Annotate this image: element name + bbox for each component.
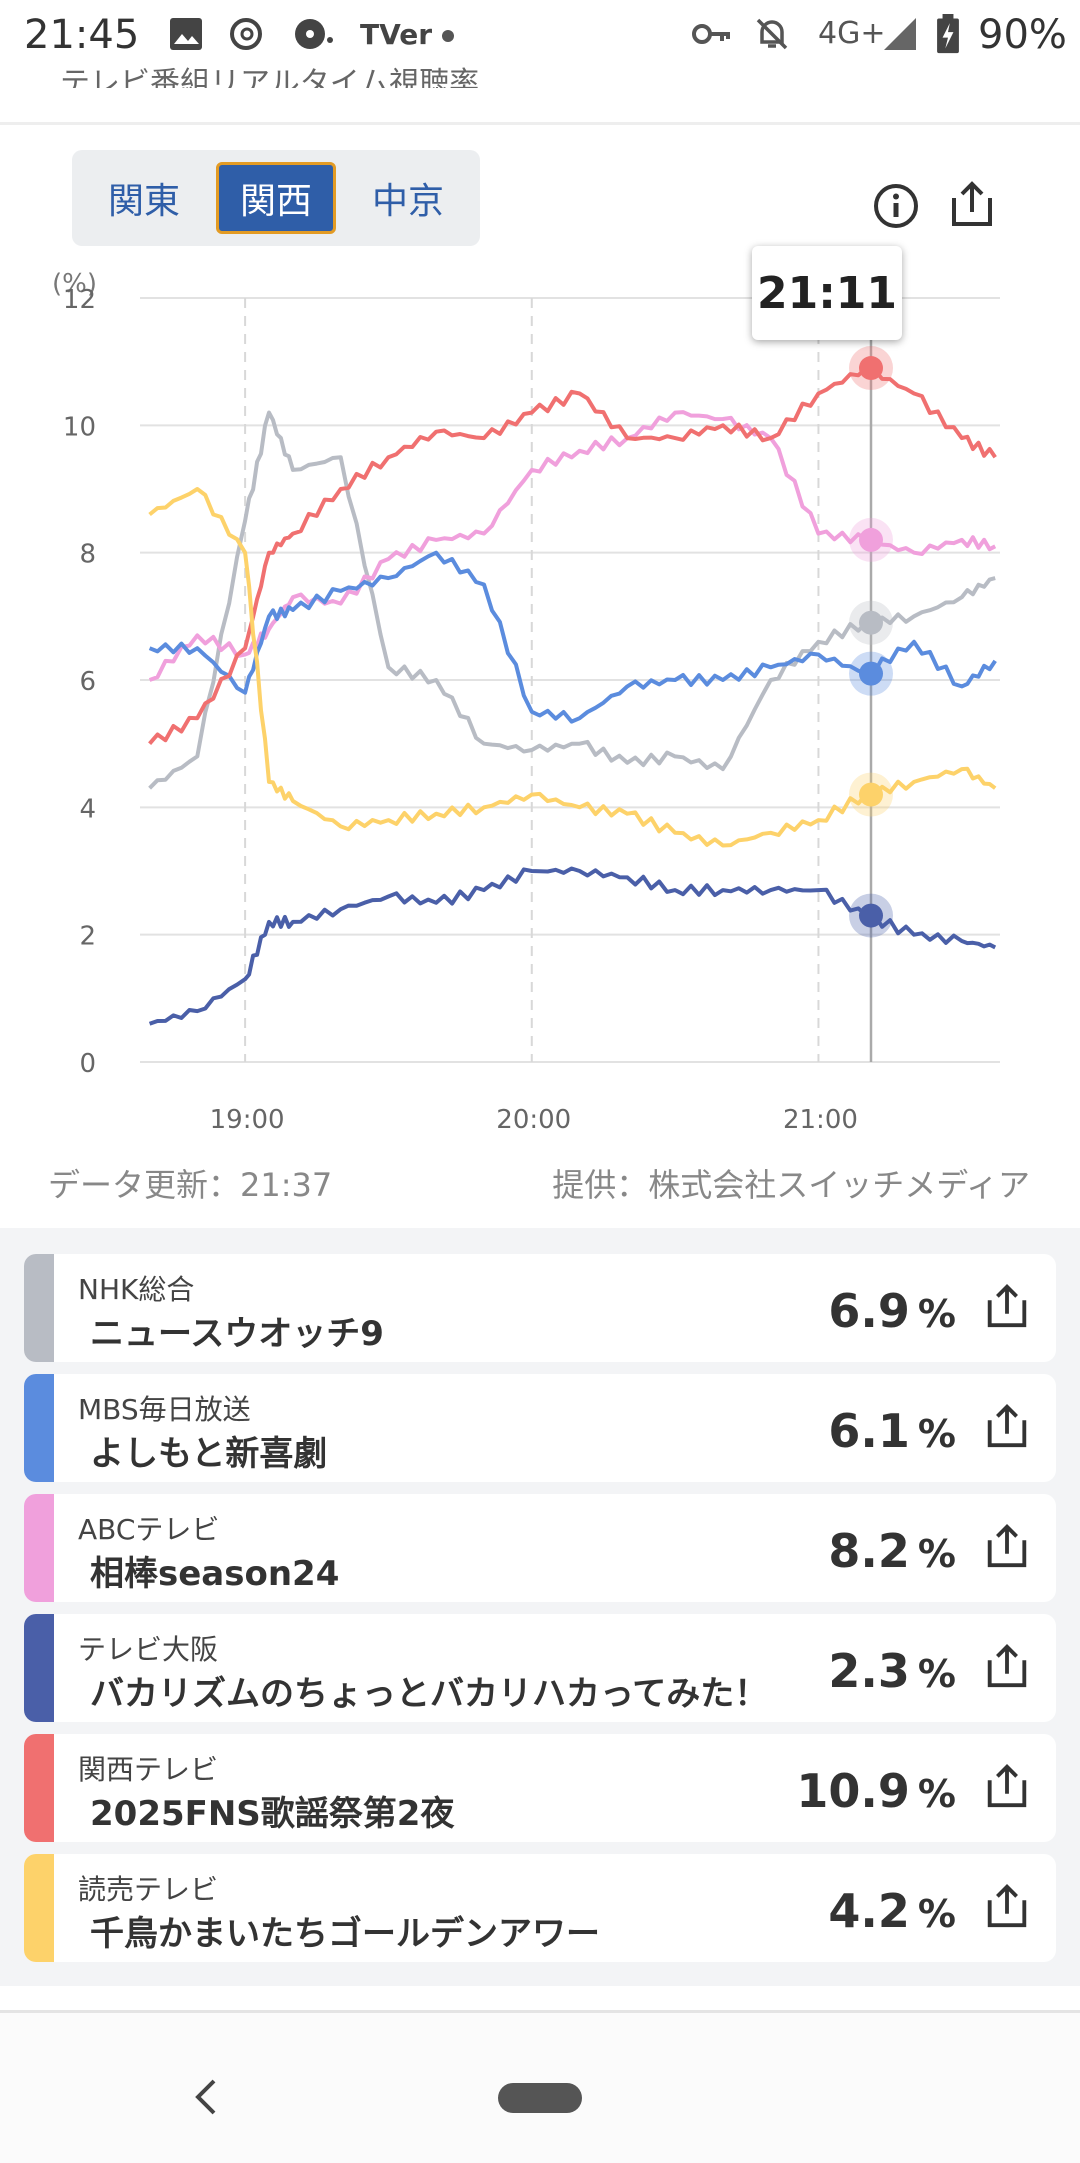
y-tick-label: 4 — [79, 794, 96, 824]
cast-icon — [295, 19, 333, 49]
color-bar — [24, 1254, 54, 1362]
ratings-chart: (%) 0 2 4 6 8 10 12 19:00 20:00 21:00 — [52, 269, 1000, 1135]
data-provider: 提供：株式会社スイッチメディア — [552, 1166, 1030, 1204]
status-time: 21:45 — [24, 12, 140, 58]
y-tick-label: 0 — [79, 1049, 96, 1079]
program-title: 相棒season24 — [90, 1554, 340, 1594]
share-icon[interactable] — [982, 1520, 1032, 1572]
rating-value: 4.2% — [828, 1884, 956, 1938]
series-line — [148, 410, 997, 682]
station-name: テレビ大阪 — [78, 1633, 219, 1666]
image-icon — [170, 18, 202, 50]
cursor-marker — [859, 356, 883, 381]
share-icon[interactable] — [982, 1760, 1032, 1812]
y-tick-label: 10 — [63, 412, 96, 442]
x-tick-label: 19:00 — [210, 1105, 285, 1135]
color-bar — [24, 1854, 54, 1962]
program-title: ニュースウオッチ9 — [90, 1314, 384, 1354]
y-tick-label: 12 — [63, 285, 96, 315]
cursor-marker — [859, 661, 883, 686]
program-card[interactable]: ABCテレビ 相棒season24 8.2% — [24, 1494, 1056, 1602]
series-line — [148, 410, 996, 790]
color-bar — [24, 1494, 54, 1602]
chart-tooltip: 21:11 — [752, 246, 902, 340]
tver-icon: TVer — [360, 18, 433, 51]
share-icon[interactable] — [982, 1640, 1032, 1692]
station-name: 関西テレビ — [78, 1753, 219, 1786]
dot-icon — [442, 30, 454, 42]
program-title: 2025FNS歌謡祭第2夜 — [90, 1794, 455, 1834]
share-icon[interactable] — [946, 178, 998, 230]
program-card[interactable]: 関西テレビ 2025FNS歌謡祭第2夜 10.9% — [24, 1734, 1056, 1842]
y-tick-label: 2 — [79, 922, 96, 952]
threads-icon — [230, 18, 262, 50]
battery-percent: 90% — [978, 12, 1067, 58]
program-title: よしもと新喜劇 — [90, 1434, 328, 1474]
region-tabs: 関東 関西 中京 — [72, 150, 480, 246]
signal-icon — [884, 18, 916, 50]
y-tick-label: 8 — [79, 540, 96, 570]
key-icon — [692, 24, 730, 44]
color-bar — [24, 1734, 54, 1842]
series-line — [148, 866, 997, 1026]
rating-value: 10.9% — [796, 1764, 956, 1818]
cursor-marker — [859, 782, 883, 807]
share-icon[interactable] — [982, 1280, 1032, 1332]
divider — [0, 122, 1080, 125]
series-line — [148, 550, 997, 724]
tab-kansai[interactable]: 関西 — [216, 162, 336, 234]
series-line — [148, 366, 997, 746]
y-axis-label: (%) — [52, 269, 97, 299]
x-tick-label: 20:00 — [496, 1105, 571, 1135]
rating-value: 2.3% — [828, 1644, 956, 1698]
tab-kanto[interactable]: 関東 — [107, 181, 180, 222]
system-nav-bar — [0, 2010, 1080, 2163]
cursor-marker — [859, 610, 883, 635]
bell-off-icon — [756, 18, 788, 50]
share-icon[interactable] — [982, 1880, 1032, 1932]
program-list: NHK総合 ニュースウオッチ9 6.9% MBS毎日放送 よしもと新喜劇 6.1… — [0, 1228, 1080, 1986]
color-bar — [24, 1374, 54, 1482]
station-name: 読売テレビ — [78, 1873, 219, 1906]
network-type: 4G+ — [818, 16, 886, 51]
share-icon[interactable] — [982, 1400, 1032, 1452]
program-title: 千鳥かまいたちゴールデンアワー — [90, 1914, 600, 1954]
station-name: NHK総合 — [78, 1273, 195, 1306]
program-card[interactable]: NHK総合 ニュースウオッチ9 6.9% — [24, 1254, 1056, 1362]
page-title: テレビ番組リアルタイム視聴率 — [60, 66, 480, 88]
color-bar — [24, 1614, 54, 1722]
home-pill[interactable] — [498, 2083, 582, 2113]
station-name: ABCテレビ — [78, 1513, 220, 1546]
info-icon[interactable] — [872, 182, 920, 230]
tab-chukyo[interactable]: 中京 — [371, 181, 444, 222]
rating-value: 6.9% — [828, 1284, 956, 1338]
station-name: MBS毎日放送 — [78, 1393, 251, 1426]
back-icon[interactable] — [190, 2075, 220, 2119]
cursor-marker — [859, 903, 883, 928]
series-line — [148, 487, 997, 848]
program-title: バカリズムのちょっとバカリハカってみた！ — [90, 1674, 769, 1714]
y-tick-label: 6 — [79, 667, 96, 697]
data-updated: データ更新：21:37 — [48, 1166, 333, 1204]
rating-value: 8.2% — [828, 1524, 956, 1578]
cursor-marker — [859, 527, 883, 552]
program-card[interactable]: MBS毎日放送 よしもと新喜劇 6.1% — [24, 1374, 1056, 1482]
status-bar: 21:45 TVer 4G+ 90% — [0, 0, 1080, 72]
x-tick-label: 21:00 — [783, 1105, 858, 1135]
program-card[interactable]: テレビ大阪 バカリズムのちょっとバカリハカってみた！ 2.3% — [24, 1614, 1056, 1722]
battery-icon — [937, 14, 959, 54]
rating-value: 6.1% — [828, 1404, 956, 1458]
program-card[interactable]: 読売テレビ 千鳥かまいたちゴールデンアワー 4.2% — [24, 1854, 1056, 1962]
